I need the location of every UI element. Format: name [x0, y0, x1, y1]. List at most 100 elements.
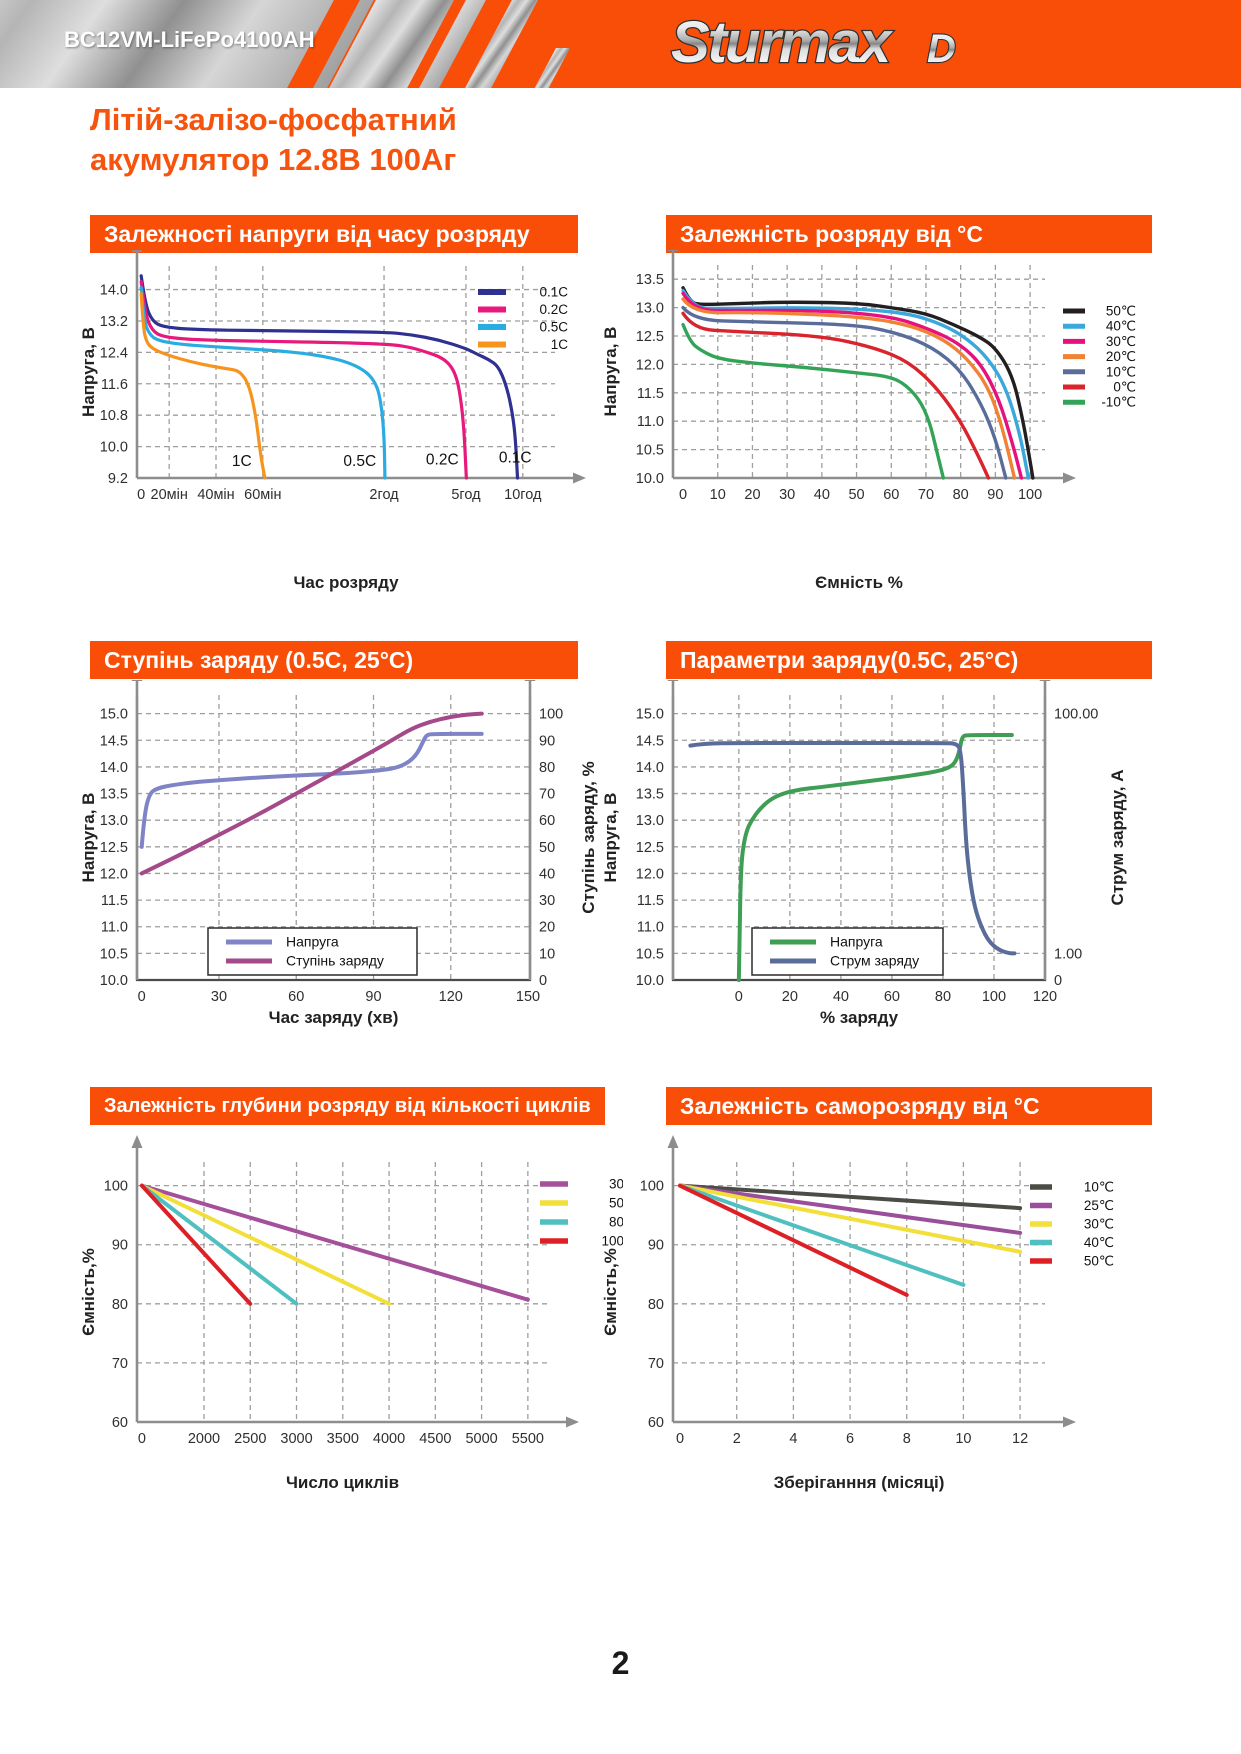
svg-text:14.0: 14.0	[100, 283, 128, 299]
svg-text:0: 0	[138, 989, 146, 1005]
svg-text:Напруга, В: Напруга, В	[79, 327, 98, 417]
svg-text:12.0: 12.0	[100, 866, 128, 882]
svg-text:11.5: 11.5	[637, 386, 664, 402]
svg-text:Число циклів: Число циклів	[286, 1473, 399, 1492]
svg-text:50%: 50%	[609, 1196, 623, 1211]
svg-text:70: 70	[648, 1356, 664, 1372]
svg-text:70: 70	[112, 1356, 128, 1372]
svg-text:80: 80	[935, 989, 951, 1005]
svg-text:11.6: 11.6	[101, 377, 128, 393]
svg-text:150: 150	[516, 989, 540, 1005]
svg-text:60: 60	[883, 487, 899, 503]
svg-text:Напруга: Напруга	[830, 934, 883, 950]
svg-text:4: 4	[789, 1431, 797, 1447]
svg-text:12.0: 12.0	[636, 866, 664, 882]
svg-text:4000: 4000	[373, 1431, 405, 1447]
svg-text:Напруга, В: Напруга, В	[601, 327, 620, 417]
svg-text:80%: 80%	[609, 1215, 623, 1230]
svg-text:90: 90	[987, 487, 1003, 503]
svg-text:Напруга, В: Напруга, В	[601, 793, 620, 883]
svg-text:5500: 5500	[512, 1431, 544, 1447]
svg-text:100: 100	[982, 989, 1006, 1005]
header-band: BC12VM-LiFePo4100AH Sturmax D	[0, 0, 1241, 88]
svg-text:14.5: 14.5	[636, 733, 664, 749]
svg-text:15.0: 15.0	[636, 707, 664, 723]
svg-text:90: 90	[365, 989, 381, 1005]
svg-text:Час розряду: Час розряду	[293, 573, 399, 592]
banner-cycle-life: Залежність глубини розряду від кількості…	[90, 1087, 605, 1125]
svg-text:10℃: 10℃	[1084, 1180, 1114, 1195]
chart-self-discharge: 60 70 80 90 100 0 2 4 6 8 10 12 Ємність,% Зберіганння…	[601, 1135, 1114, 1492]
svg-text:50: 50	[539, 840, 555, 856]
svg-text:11.0: 11.0	[637, 920, 664, 936]
svg-text:10.5: 10.5	[100, 946, 128, 962]
banner-discharge-temp: Залежність розряду від °C	[666, 215, 1152, 253]
model-label: BC12VM-LiFePo4100AH	[64, 27, 315, 52]
svg-text:80: 80	[648, 1297, 664, 1313]
svg-text:Ємність,%: Ємність,%	[79, 1248, 98, 1336]
svg-text:11.0: 11.0	[637, 414, 664, 430]
svg-text:20мін: 20мін	[151, 487, 188, 503]
svg-text:1C: 1C	[232, 453, 252, 470]
svg-text:12.0: 12.0	[636, 357, 664, 373]
svg-text:0℃: 0℃	[1113, 380, 1136, 395]
svg-text:2000: 2000	[188, 1431, 220, 1447]
svg-text:50℃: 50℃	[1084, 1254, 1114, 1269]
brand-logo-text: Sturmax	[671, 10, 894, 75]
svg-text:12: 12	[1012, 1431, 1028, 1447]
svg-text:40: 40	[833, 989, 849, 1005]
banner-charge-state: Ступінь заряду (0.5C, 25°C)	[90, 641, 578, 679]
svg-text:60: 60	[288, 989, 304, 1005]
svg-text:0.2C: 0.2C	[539, 302, 568, 317]
svg-text:3000: 3000	[280, 1431, 312, 1447]
brand-logo: Sturmax D	[670, 9, 957, 77]
svg-text:25℃: 25℃	[1084, 1198, 1114, 1213]
svg-text:5000: 5000	[465, 1431, 497, 1447]
svg-text:11.5: 11.5	[637, 893, 664, 909]
svg-text:1.00: 1.00	[1054, 946, 1082, 962]
svg-text:10.0: 10.0	[100, 973, 128, 989]
svg-text:30: 30	[211, 989, 227, 1005]
svg-text:% заряду: % заряду	[820, 1008, 899, 1027]
svg-text:10.0: 10.0	[636, 471, 664, 487]
svg-text:12.4: 12.4	[100, 345, 128, 361]
header-stripe	[524, 48, 570, 88]
svg-text:Ємність %: Ємність %	[815, 573, 903, 592]
page-title-line1: Літій-залізо-фосфатний	[90, 102, 457, 137]
svg-text:13.2: 13.2	[100, 314, 128, 330]
svg-text:14.0: 14.0	[636, 760, 664, 776]
svg-text:2год: 2год	[369, 487, 399, 503]
chart-cycle-life: 60 70 80 90 100 0 2000 2500 3000 3500 4000 4500 5000…	[79, 1135, 623, 1492]
page-number: 2	[611, 1645, 630, 1681]
chart-discharge-time: 9.2 10.0 10.8 11.6 12.4 13.2 14.0 0 20мін 40мін 60…	[79, 250, 586, 592]
svg-text:120: 120	[1033, 989, 1057, 1005]
svg-text:12.5: 12.5	[100, 840, 128, 856]
svg-text:70: 70	[918, 487, 934, 503]
svg-text:20: 20	[539, 920, 555, 936]
svg-text:60мін: 60мін	[244, 487, 281, 503]
svg-text:0: 0	[539, 973, 547, 989]
svg-text:40℃: 40℃	[1106, 319, 1136, 334]
svg-text:0.2C: 0.2C	[426, 451, 459, 468]
brand-logo-suffix: D	[927, 27, 956, 71]
svg-text:20℃: 20℃	[1106, 349, 1136, 364]
svg-text:14.0: 14.0	[100, 760, 128, 776]
svg-text:50: 50	[848, 487, 864, 503]
banner-charge-params: Параметри заряду(0.5C, 25°C)	[666, 641, 1152, 679]
svg-text:8: 8	[903, 1431, 911, 1447]
svg-text:40: 40	[814, 487, 830, 503]
svg-text:9.2: 9.2	[108, 471, 128, 487]
banner-self-discharge: Залежність саморозряду від °C	[666, 1087, 1152, 1125]
svg-text:10: 10	[710, 487, 726, 503]
svg-text:70: 70	[539, 787, 555, 803]
svg-text:12.5: 12.5	[636, 840, 664, 856]
svg-text:10: 10	[955, 1431, 971, 1447]
page-title: Літій-залізо-фосфатний акумулятор 12.8В …	[90, 100, 457, 180]
svg-text:10.5: 10.5	[636, 946, 664, 962]
svg-text:30℃: 30℃	[1084, 1217, 1114, 1232]
svg-text:0: 0	[1054, 973, 1062, 989]
svg-text:0: 0	[138, 1431, 146, 1447]
svg-text:30: 30	[779, 487, 795, 503]
svg-text:13.0: 13.0	[100, 813, 128, 829]
svg-text:1C: 1C	[551, 337, 569, 352]
